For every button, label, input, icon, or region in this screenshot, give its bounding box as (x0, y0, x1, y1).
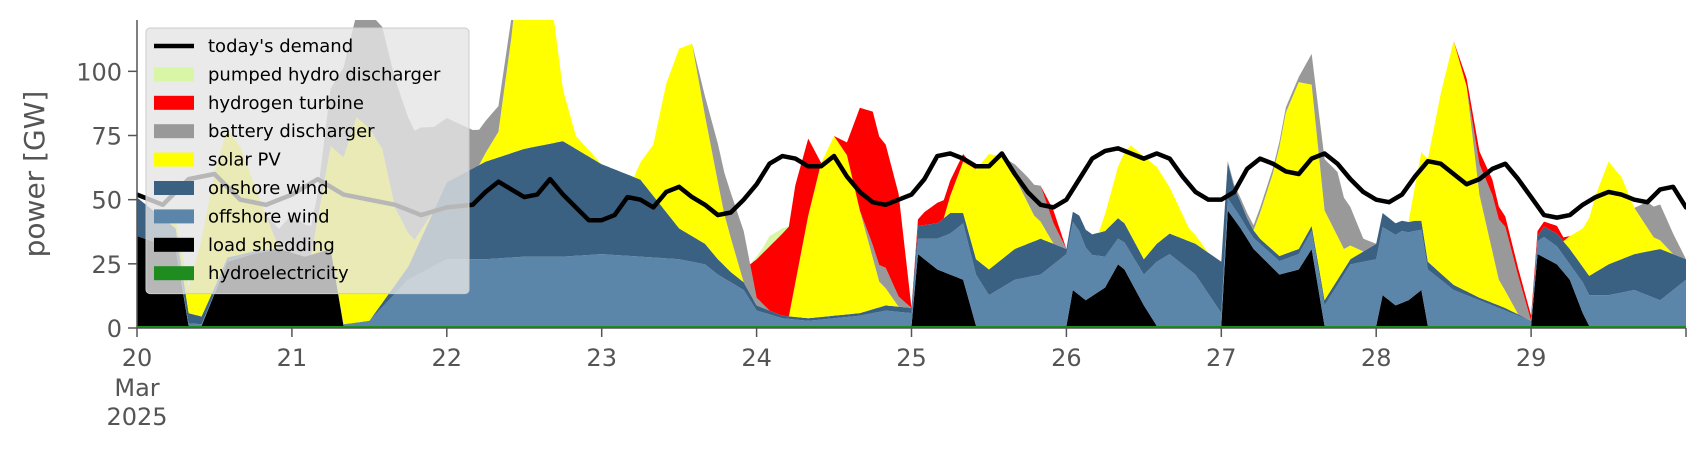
legend-label: hydrogen turbine (208, 93, 364, 114)
area-onshore-wind (137, 141, 1686, 325)
legend-box (145, 27, 470, 295)
x-tick-label: 20 (122, 344, 153, 372)
legend-label: today's demand (208, 36, 353, 57)
legend-item-load-shedding: load shedding (154, 235, 335, 256)
legend: today's demand pumped hydro discharger hyd… (145, 27, 470, 295)
x-tick-label: 23 (586, 344, 617, 372)
legend-swatch (154, 237, 194, 252)
line-todays-demand (137, 146, 1686, 223)
legend-swatch (154, 67, 194, 82)
x-tick-label: 27 (1206, 344, 1237, 372)
y-tick-label: 50 (91, 187, 122, 215)
legend-item-hydrogen-turbine: hydrogen turbine (154, 93, 364, 114)
legend-swatch (154, 209, 194, 224)
x-tick-label: 26 (1051, 344, 1082, 372)
y-tick-label: 25 (91, 251, 122, 279)
x-tick-label: 28 (1361, 344, 1392, 372)
legend-label: offshore wind (208, 206, 330, 227)
y-axis-label: power [GW] (18, 91, 51, 258)
x-tick-label: 22 (432, 344, 463, 372)
legend-label: onshore wind (208, 178, 329, 199)
legend-item-onshore-wind: onshore wind (154, 178, 329, 199)
legend-item-solar-pv: solar PV (154, 150, 281, 171)
y-tick-label: 0 (107, 315, 122, 343)
legend-swatch (154, 95, 194, 110)
area-offshore-wind (137, 198, 1686, 326)
y-tick-label: 75 (91, 123, 122, 151)
x-tick-label: 21 (277, 344, 308, 372)
legend-label: hydroelectricity (208, 263, 349, 284)
legend-item-battery-discharger: battery discharger (154, 121, 375, 142)
legend-item-today-s-demand: today's demand (154, 36, 353, 57)
legend-label: load shedding (208, 235, 335, 256)
area-solar-pv (137, 20, 1686, 325)
legend-label: solar PV (208, 150, 281, 171)
legend-item-offshore-wind: offshore wind (154, 206, 330, 227)
legend-label: pumped hydro discharger (208, 64, 441, 85)
area-load-shedding (137, 210, 1686, 326)
x-tick-year-label: 2025 (106, 403, 167, 431)
legend-swatch (154, 266, 194, 281)
x-tick-label: 25 (896, 344, 927, 372)
legend-swatch (154, 181, 194, 195)
x-tick-label: 24 (741, 344, 772, 372)
legend-label: battery discharger (208, 121, 375, 142)
demand-layer (137, 146, 1686, 223)
x-tick-label: 29 (1516, 344, 1547, 372)
x-tick-sublabel: Mar (114, 374, 159, 402)
legend-item-hydroelectricity: hydroelectricity (154, 263, 349, 284)
legend-swatch (154, 124, 194, 139)
legend-swatch (154, 152, 194, 167)
y-tick-label: 100 (76, 58, 122, 86)
legend-item-pumped-hydro-discharger: pumped hydro discharger (154, 64, 441, 85)
